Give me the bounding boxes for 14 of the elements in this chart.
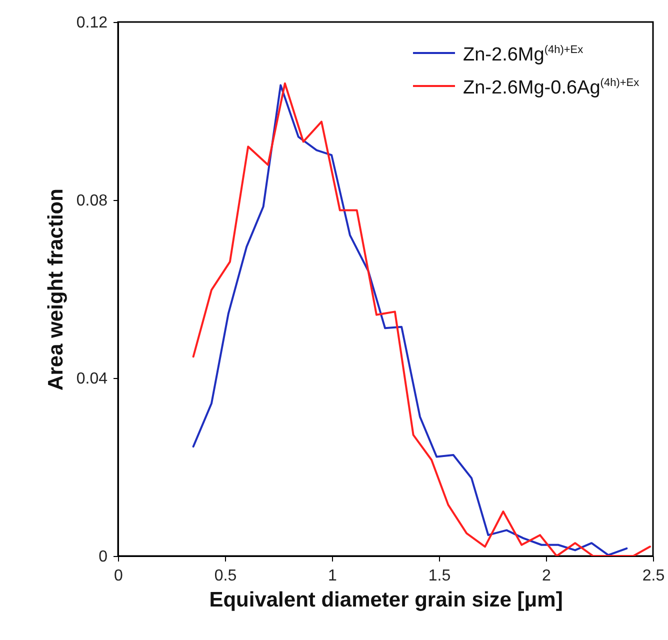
legend-label: Zn-2.6Mg$^{(4h)+Ex}$: [463, 43, 584, 68]
y-tick-label: 0.12: [76, 14, 108, 32]
y-tick-label: 0.04: [76, 370, 108, 388]
y-tick-label: 0.08: [76, 192, 108, 210]
y-axis-title: Area weight fraction: [44, 188, 68, 390]
x-tick-label: 0: [114, 568, 124, 584]
x-tick-label: 2: [542, 568, 552, 584]
y-tick-label: 0: [98, 548, 108, 566]
x-tick-label: 2.5: [642, 568, 665, 584]
x-axis-title: Equivalent diameter grain size [μm]: [209, 588, 563, 612]
x-tick-label: 1: [328, 568, 338, 584]
x-tick-label: 0.5: [214, 568, 237, 584]
legend-label: Zn-2.6Mg-0.6Ag$^{(4h)+Ex}$: [463, 76, 640, 101]
x-tick-label: 1.5: [428, 568, 451, 584]
